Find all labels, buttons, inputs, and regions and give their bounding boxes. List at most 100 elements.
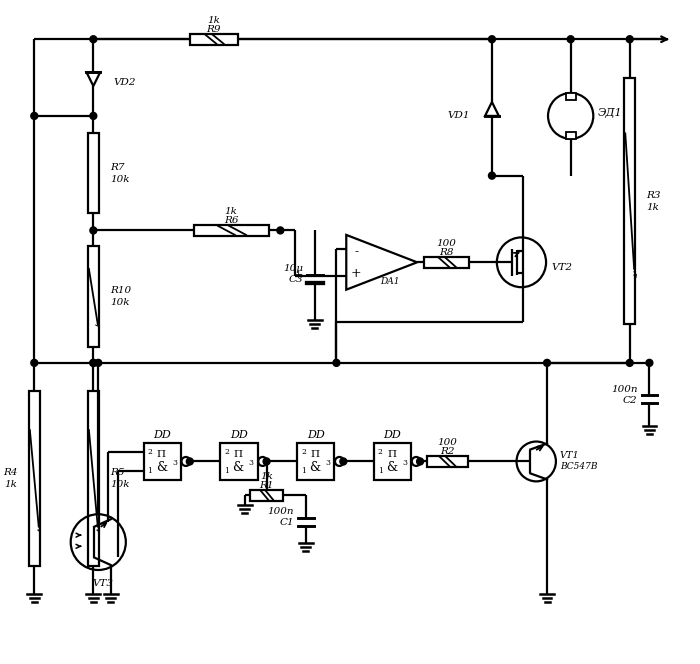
Text: 2: 2 [378, 448, 383, 456]
Circle shape [626, 36, 634, 42]
Text: 1: 1 [224, 467, 229, 475]
Circle shape [90, 227, 97, 234]
Text: 10k: 10k [110, 298, 130, 307]
Bar [29, 390, 40, 566]
Text: &: & [309, 461, 321, 474]
Circle shape [31, 112, 38, 120]
Circle shape [263, 458, 270, 465]
Text: 3: 3 [172, 459, 177, 467]
Bar [190, 34, 238, 44]
Text: VT2: VT2 [551, 263, 572, 272]
Text: 1: 1 [148, 467, 153, 475]
Circle shape [544, 359, 550, 367]
Text: C2: C2 [623, 396, 638, 405]
Text: R4: R4 [3, 468, 18, 477]
Bar [426, 456, 468, 467]
Text: &: & [155, 461, 167, 474]
Text: R10: R10 [110, 286, 131, 295]
Circle shape [94, 359, 101, 367]
Text: 100: 100 [437, 239, 456, 248]
Text: VD1: VD1 [448, 111, 470, 120]
Text: 2: 2 [148, 448, 153, 456]
Bar [88, 246, 99, 347]
Text: 10μ: 10μ [283, 264, 303, 274]
Text: C3: C3 [288, 275, 303, 284]
Circle shape [90, 359, 97, 367]
Bar [297, 442, 335, 480]
Text: 1k: 1k [207, 16, 220, 25]
Text: ЭД1: ЭД1 [598, 108, 623, 118]
Circle shape [416, 458, 424, 465]
Circle shape [90, 36, 97, 42]
Text: R7: R7 [110, 163, 125, 172]
Text: &: & [232, 461, 244, 474]
Text: DD: DD [153, 430, 171, 440]
Text: 100n: 100n [267, 507, 294, 516]
Text: 1k: 1k [5, 480, 18, 489]
Text: R3: R3 [646, 191, 661, 200]
Text: &: & [386, 461, 397, 474]
Text: 100: 100 [438, 438, 457, 447]
Bar [220, 442, 258, 480]
Circle shape [489, 36, 496, 42]
Text: VD2: VD2 [113, 78, 136, 87]
Text: 2: 2 [224, 448, 229, 456]
Text: R6: R6 [224, 216, 239, 225]
Text: 3: 3 [326, 459, 330, 467]
Bar [250, 490, 283, 501]
Text: 1k: 1k [260, 472, 273, 481]
Text: DD: DD [307, 430, 325, 440]
Text: Π: Π [234, 450, 242, 459]
Text: 10k: 10k [110, 480, 130, 489]
Text: C1: C1 [279, 518, 294, 527]
Circle shape [489, 172, 496, 179]
Text: DD: DD [384, 430, 401, 440]
Text: 3: 3 [248, 459, 254, 467]
Bar [424, 257, 469, 268]
Text: R9: R9 [206, 25, 221, 34]
Bar [374, 442, 411, 480]
Circle shape [567, 36, 574, 42]
Circle shape [340, 458, 346, 465]
Text: R1: R1 [259, 481, 274, 490]
Text: VT3: VT3 [92, 580, 113, 588]
Bar [88, 133, 99, 213]
Bar [624, 78, 635, 324]
Text: R8: R8 [440, 248, 454, 257]
Text: VT1: VT1 [560, 451, 580, 460]
Text: DA1: DA1 [380, 277, 399, 286]
Text: Π: Π [387, 450, 396, 459]
Circle shape [646, 359, 653, 367]
Text: 1: 1 [378, 467, 383, 475]
Polygon shape [87, 72, 100, 86]
Text: BC547B: BC547B [560, 462, 597, 471]
Text: R5: R5 [110, 468, 125, 477]
Text: 2: 2 [301, 448, 306, 456]
Circle shape [626, 359, 634, 367]
Circle shape [333, 359, 340, 367]
Circle shape [277, 227, 284, 234]
Text: 1k: 1k [646, 203, 659, 212]
Text: DD: DD [230, 430, 248, 440]
Polygon shape [346, 235, 417, 290]
Text: +: + [293, 270, 303, 280]
Text: 1k: 1k [225, 207, 237, 216]
Text: Π: Π [310, 450, 319, 459]
Text: Π: Π [157, 450, 166, 459]
Circle shape [90, 112, 97, 120]
Bar [194, 225, 269, 236]
Circle shape [186, 458, 193, 465]
Text: -: - [354, 245, 358, 258]
Circle shape [90, 359, 97, 367]
Bar [566, 93, 575, 100]
Text: 100n: 100n [611, 384, 638, 394]
Text: +: + [351, 267, 361, 280]
Text: R2: R2 [440, 447, 454, 456]
Bar [144, 442, 181, 480]
Polygon shape [485, 102, 499, 116]
Bar [88, 390, 99, 566]
Text: 1: 1 [301, 467, 306, 475]
Text: 3: 3 [402, 459, 407, 467]
Bar [566, 132, 575, 139]
Text: 10k: 10k [110, 175, 130, 184]
